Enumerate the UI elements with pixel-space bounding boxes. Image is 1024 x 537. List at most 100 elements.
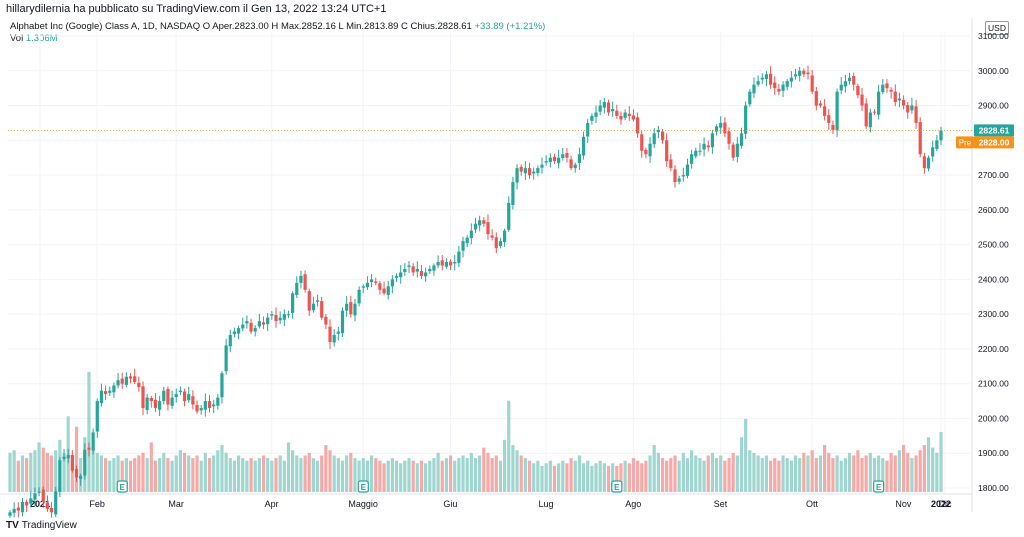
candle <box>386 280 390 300</box>
x-tick-label: Mar <box>168 499 184 509</box>
volume-bar <box>544 463 548 492</box>
candle-body <box>120 378 124 384</box>
volume-bar <box>478 455 482 492</box>
volume-bar <box>266 458 270 492</box>
candle <box>698 143 702 156</box>
candle-body <box>627 113 631 116</box>
volume-bar <box>178 450 183 492</box>
candle <box>315 294 320 307</box>
candle <box>87 442 91 457</box>
volume-bar <box>328 450 332 492</box>
candle <box>669 153 673 172</box>
earnings-marker-box <box>873 480 885 493</box>
candle <box>390 275 394 294</box>
candle <box>178 386 183 395</box>
candle-body <box>802 70 806 75</box>
candle <box>860 88 864 112</box>
candle-body <box>361 286 365 288</box>
currency-button[interactable]: USD <box>985 21 1009 35</box>
candle-body <box>806 72 810 75</box>
candle-body <box>490 235 494 238</box>
y-tick-label: 2400.00 <box>978 274 1009 284</box>
candle-body <box>241 324 245 329</box>
candle <box>91 428 95 455</box>
volume-bar <box>665 460 669 492</box>
candle-body <box>440 260 444 266</box>
volume-bar <box>261 455 266 492</box>
candle <box>835 88 839 137</box>
volume-bar <box>735 455 739 492</box>
tradingview-logo[interactable]: TV TradingView <box>6 520 77 532</box>
candle <box>507 196 511 232</box>
candle <box>793 69 798 80</box>
candle-body <box>606 102 611 113</box>
candle <box>216 394 220 410</box>
candle-body <box>764 74 769 79</box>
candle <box>187 386 191 403</box>
high-value: Max.2852.16 <box>280 21 336 32</box>
volume-bar <box>868 452 872 492</box>
candle-body <box>407 265 411 267</box>
candle <box>486 214 490 240</box>
candle <box>403 263 407 276</box>
candle <box>777 84 781 96</box>
volume-bar <box>739 437 744 492</box>
candle-body <box>906 105 910 113</box>
candle-body <box>544 161 548 163</box>
volume-bar <box>149 442 153 492</box>
candle-body <box>145 397 149 411</box>
volume-bar <box>141 452 145 492</box>
candle <box>781 81 785 98</box>
volume-bar <box>719 455 723 492</box>
volume-bar <box>120 460 124 492</box>
earnings-marker-label: E <box>876 483 882 492</box>
candle <box>690 149 694 169</box>
volume-bar <box>432 458 436 492</box>
candle <box>236 325 241 340</box>
volume-bar <box>461 455 465 492</box>
earnings-marker-box <box>116 480 128 493</box>
volume-bar <box>789 460 793 492</box>
volume-bar <box>311 458 316 492</box>
candle <box>918 117 922 158</box>
volume-bar <box>893 455 897 492</box>
candle-body <box>573 164 577 169</box>
volume-bar <box>232 460 237 492</box>
candle <box>278 311 282 325</box>
candle <box>324 314 328 330</box>
candle-body <box>274 314 278 322</box>
candle-body <box>494 237 498 249</box>
volume-bar <box>901 445 906 492</box>
candle-body <box>228 335 232 347</box>
candle <box>714 124 719 136</box>
volume-bar <box>669 458 673 492</box>
candle <box>831 120 835 135</box>
volume-bar <box>374 458 378 492</box>
candle-body <box>635 117 640 134</box>
y-tick-label: 3000.00 <box>978 66 1009 76</box>
candle <box>561 147 565 161</box>
volume-bar <box>378 460 382 492</box>
candle-body <box>565 152 569 158</box>
candle <box>303 270 307 293</box>
candle-body <box>394 275 399 278</box>
volume-bar <box>656 452 660 492</box>
candle <box>814 87 818 111</box>
volume-bar <box>286 442 291 492</box>
volume-bar <box>440 460 444 492</box>
candle <box>723 117 727 137</box>
candle-body <box>270 314 274 316</box>
candle <box>773 76 777 95</box>
candle <box>261 316 266 330</box>
candle-body <box>74 468 79 478</box>
candle <box>498 237 503 249</box>
volume-bar <box>486 452 490 492</box>
candle <box>158 395 162 416</box>
candle-body <box>266 317 270 325</box>
volume-bar <box>291 450 295 492</box>
candle <box>232 327 237 338</box>
candle-body <box>519 166 523 172</box>
symbol-name[interactable]: Alphabet Inc (Google) Class A, 1D, NASDA… <box>10 21 201 32</box>
candle-body <box>166 388 170 405</box>
